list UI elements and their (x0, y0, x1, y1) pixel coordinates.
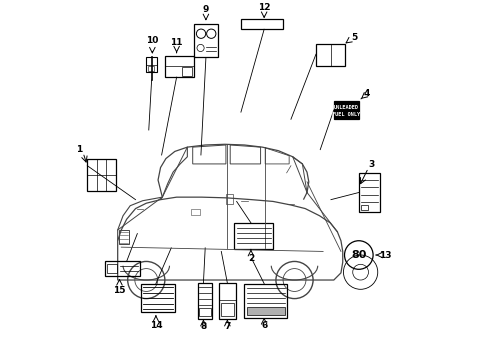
Bar (165, 56, 194, 77)
Bar (241, 18, 283, 29)
Bar (225, 194, 233, 204)
Text: 13: 13 (379, 251, 391, 260)
Bar (219, 283, 235, 319)
Bar (199, 309, 210, 316)
Bar (105, 261, 140, 276)
Text: 9: 9 (203, 5, 209, 14)
Bar (141, 284, 175, 312)
Bar (315, 44, 345, 66)
Bar (221, 302, 234, 316)
Bar (107, 264, 116, 273)
Bar (246, 307, 285, 315)
Text: 6: 6 (261, 321, 267, 330)
Text: 7: 7 (224, 322, 230, 331)
Text: 4: 4 (363, 89, 369, 98)
Bar (358, 173, 380, 212)
Text: 2: 2 (247, 254, 254, 263)
Bar (87, 158, 116, 191)
Text: FUEL ONLY: FUEL ONLY (331, 112, 360, 117)
Bar (182, 67, 192, 76)
Bar (190, 208, 200, 215)
Text: 3: 3 (367, 161, 374, 170)
Bar (193, 23, 218, 58)
Text: 11: 11 (170, 38, 183, 47)
Bar (198, 283, 212, 319)
Text: 12: 12 (257, 3, 270, 12)
Text: 80: 80 (350, 250, 366, 260)
Text: 5: 5 (351, 33, 357, 42)
Text: 14: 14 (149, 321, 162, 330)
Bar (333, 101, 358, 119)
Text: 10: 10 (146, 36, 158, 45)
Text: 8: 8 (200, 322, 206, 331)
Bar (234, 223, 272, 249)
Text: 1: 1 (76, 145, 82, 154)
Bar (148, 66, 154, 71)
Text: 15: 15 (113, 285, 125, 294)
Bar (145, 57, 157, 72)
Text: UNLEADED: UNLEADED (333, 105, 358, 110)
Bar (119, 230, 128, 244)
Bar (244, 284, 287, 318)
Bar (360, 205, 367, 210)
